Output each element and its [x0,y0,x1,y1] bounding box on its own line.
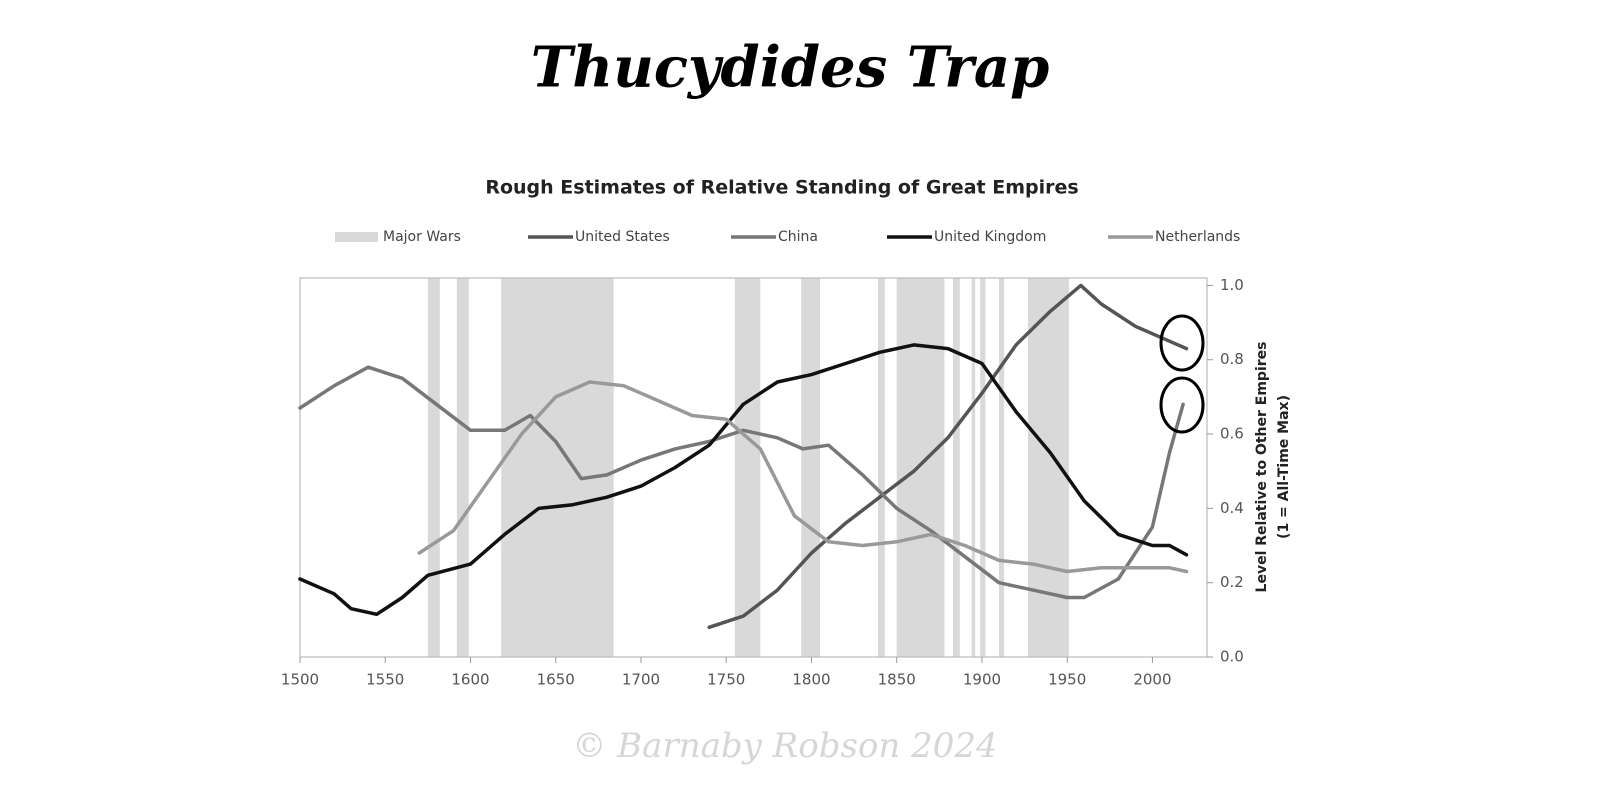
legend-label: Netherlands [1155,229,1240,245]
x-tick-label: 2000 [1133,671,1171,689]
war-band [801,278,820,657]
x-tick-label: 1750 [707,671,745,689]
war-band [427,278,440,657]
highlight-circle [1159,314,1205,372]
x-tick-label: 1550 [366,671,404,689]
war-band [971,278,976,657]
plot-frame [299,277,1208,658]
legend-label: United Kingdom [934,229,1046,245]
legend-label: Major Wars [383,229,461,245]
series-line [707,283,1189,630]
legend-label: United States [575,229,670,245]
footer: © Barnaby Robson 2024 [572,726,997,766]
series-line [298,365,1185,600]
legend-label: China [778,229,818,245]
x-tick-label: 1800 [792,671,830,689]
x-tick-label: 1650 [537,671,575,689]
chart-title: Rough Estimates of Relative Standing of … [485,177,1078,199]
series-line [298,343,1189,617]
x-tick-label: 1850 [878,671,916,689]
war-band [980,278,986,657]
x-tick-label: 1950 [1048,671,1086,689]
war-band [501,278,614,657]
war-band [896,278,945,657]
x-tick-label: 1700 [622,671,660,689]
war-band [734,278,761,657]
legend-swatch [335,232,378,242]
highlight-circle [1159,376,1205,434]
y-tick-label: 0.4 [1220,499,1244,517]
y-axis-label: Level Relative to Other Empires [1254,342,1270,593]
page-title: Thucydides Trap [531,35,1050,101]
war-band [877,278,885,657]
series-line [417,380,1189,574]
y-axis-note: (1 = All-Time Max) [1276,395,1292,539]
y-tick-label: 0.6 [1220,425,1244,443]
y-tick-label: 0.8 [1220,350,1244,368]
war-band [456,278,469,657]
x-tick-label: 1900 [963,671,1001,689]
x-tick-label: 1500 [281,671,319,689]
x-tick-label: 1600 [451,671,489,689]
y-tick-label: 0.2 [1220,573,1244,591]
y-tick-label: 1.0 [1220,276,1244,294]
war-band [952,278,960,657]
war-band [999,278,1005,657]
plot: 0.0 0.2 0.4 0.6 0.8 1.0 1500 1550 1600 1650 1700 17… [281,229,1244,689]
y-tick-label: 0.0 [1220,648,1244,666]
